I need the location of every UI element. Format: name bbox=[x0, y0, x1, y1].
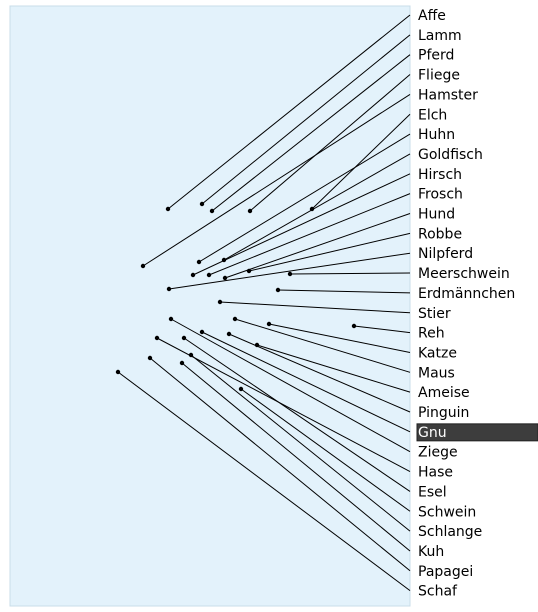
anchor-dot-schlange[interactable] bbox=[188, 352, 194, 358]
anchor-dot-huhn[interactable] bbox=[196, 259, 202, 265]
label-hirsch[interactable]: Hirsch bbox=[418, 167, 462, 183]
selected-label-highlight bbox=[416, 423, 538, 442]
leader-line-esel bbox=[183, 337, 411, 492]
anchor-dot-schwein[interactable] bbox=[238, 386, 244, 392]
anchor-points bbox=[115, 201, 357, 392]
label-elch[interactable]: Elch bbox=[418, 107, 447, 123]
anchor-dot-hund[interactable] bbox=[222, 275, 228, 281]
anchor-dot-ziege[interactable] bbox=[168, 316, 174, 322]
leader-line-reh bbox=[353, 325, 411, 334]
leader-line-schwein bbox=[240, 388, 411, 512]
label-meerschwein[interactable]: Meerschwein bbox=[418, 266, 510, 282]
leader-line-robbe bbox=[248, 232, 411, 272]
leader-line-hund bbox=[224, 213, 411, 279]
label-lamm[interactable]: Lamm bbox=[418, 28, 462, 44]
label-katze[interactable]: Katze bbox=[418, 345, 457, 361]
label-affe[interactable]: Affe bbox=[418, 8, 446, 24]
leader-line-pinguin bbox=[228, 333, 411, 413]
leader-line-lamm bbox=[201, 34, 411, 205]
leader-lines bbox=[117, 14, 411, 592]
anchor-dot-maus[interactable] bbox=[232, 316, 238, 322]
anchor-dot-erdmannchen[interactable] bbox=[275, 287, 281, 293]
leader-line-affe bbox=[167, 14, 411, 210]
label-nilpferd[interactable]: Nilpferd bbox=[418, 246, 473, 262]
leader-line-erdmannchen bbox=[277, 289, 411, 294]
anchor-dot-gnu[interactable] bbox=[199, 329, 205, 335]
label-pferd[interactable]: Pferd bbox=[418, 48, 454, 64]
leader-line-schlange bbox=[190, 354, 411, 532]
leader-line-nilpferd bbox=[168, 252, 411, 290]
anchor-dot-nilpferd[interactable] bbox=[166, 286, 172, 292]
leader-line-elch bbox=[311, 113, 411, 210]
anchor-dot-frosch[interactable] bbox=[206, 272, 212, 278]
leader-line-hamster bbox=[142, 93, 411, 267]
leader-line-fliege bbox=[249, 74, 411, 212]
leader-line-pferd bbox=[211, 54, 411, 212]
leader-line-gnu bbox=[201, 331, 411, 433]
label-gnu[interactable]: Gnu bbox=[418, 425, 447, 441]
leader-line-katze bbox=[268, 323, 411, 353]
leader-line-frosch bbox=[208, 193, 411, 276]
leader-line-hase bbox=[156, 337, 411, 472]
leader-line-goldfisch bbox=[223, 153, 411, 261]
leader-line-papagei bbox=[149, 357, 411, 572]
anchor-dot-lamm[interactable] bbox=[199, 201, 205, 207]
anchor-dot-schaf[interactable] bbox=[115, 369, 121, 375]
label-fliege[interactable]: Fliege bbox=[418, 68, 460, 84]
leader-line-meerschwein bbox=[289, 272, 411, 275]
label-goldfisch[interactable]: Goldfisch bbox=[418, 147, 483, 163]
anchor-dot-pinguin[interactable] bbox=[226, 331, 232, 337]
label-kuh[interactable]: Kuh bbox=[418, 544, 444, 560]
label-frosch[interactable]: Frosch bbox=[418, 187, 463, 203]
label-ziege[interactable]: Ziege bbox=[418, 445, 458, 461]
anchor-dot-ameise[interactable] bbox=[254, 342, 260, 348]
label-stier[interactable]: Stier bbox=[418, 306, 451, 322]
label-reh[interactable]: Reh bbox=[418, 326, 445, 342]
label-esel[interactable]: Esel bbox=[418, 484, 447, 500]
anchor-dot-esel[interactable] bbox=[181, 335, 187, 341]
label-schwein[interactable]: Schwein bbox=[418, 504, 476, 520]
anchor-dot-hirsch[interactable] bbox=[190, 272, 196, 278]
leader-line-kuh bbox=[181, 362, 411, 552]
leader-line-maus bbox=[234, 318, 411, 373]
label-hund[interactable]: Hund bbox=[418, 207, 455, 223]
anchor-dot-hamster[interactable] bbox=[140, 263, 146, 269]
anchor-dot-pferd[interactable] bbox=[209, 208, 215, 214]
anchor-dot-robbe[interactable] bbox=[246, 268, 252, 274]
label-erdmannchen[interactable]: Erdmännchen bbox=[418, 286, 515, 302]
anchor-dot-fliege[interactable] bbox=[247, 208, 253, 214]
label-schlange[interactable]: Schlange bbox=[418, 524, 482, 540]
leader-line-stier bbox=[219, 301, 411, 314]
leader-line-schaf bbox=[117, 371, 411, 592]
anchor-dot-affe[interactable] bbox=[165, 206, 171, 212]
anchor-dot-stier[interactable] bbox=[217, 299, 223, 305]
image-panel bbox=[9, 5, 411, 607]
leader-line-ziege bbox=[170, 318, 411, 453]
leader-line-hirsch bbox=[192, 173, 411, 276]
label-robbe[interactable]: Robbe bbox=[418, 226, 462, 242]
anchor-dot-papagei[interactable] bbox=[147, 355, 153, 361]
leader-line-huhn bbox=[198, 133, 411, 263]
label-huhn[interactable]: Huhn bbox=[418, 127, 455, 143]
anchor-dot-meerschwein[interactable] bbox=[287, 271, 293, 277]
label-maus[interactable]: Maus bbox=[418, 365, 455, 381]
label-ameise[interactable]: Ameise bbox=[418, 385, 470, 401]
leader-line-ameise bbox=[256, 344, 411, 393]
anchor-dot-katze[interactable] bbox=[266, 321, 272, 327]
label-schaf[interactable]: Schaf bbox=[418, 584, 458, 600]
anchor-dot-goldfisch[interactable] bbox=[221, 257, 227, 263]
label-hase[interactable]: Hase bbox=[418, 465, 453, 481]
label-pinguin[interactable]: Pinguin bbox=[418, 405, 469, 421]
anchor-dot-kuh[interactable] bbox=[179, 360, 185, 366]
label-hamster[interactable]: Hamster bbox=[418, 87, 478, 103]
anchor-dot-elch[interactable] bbox=[309, 206, 315, 212]
label-papagei[interactable]: Papagei bbox=[418, 564, 473, 580]
label-list: Affe Lamm Pferd Fliege Hamster Elch Huhn Goldfi… bbox=[416, 8, 538, 600]
anchor-dot-reh[interactable] bbox=[351, 323, 357, 329]
anchor-dot-hase[interactable] bbox=[154, 335, 160, 341]
